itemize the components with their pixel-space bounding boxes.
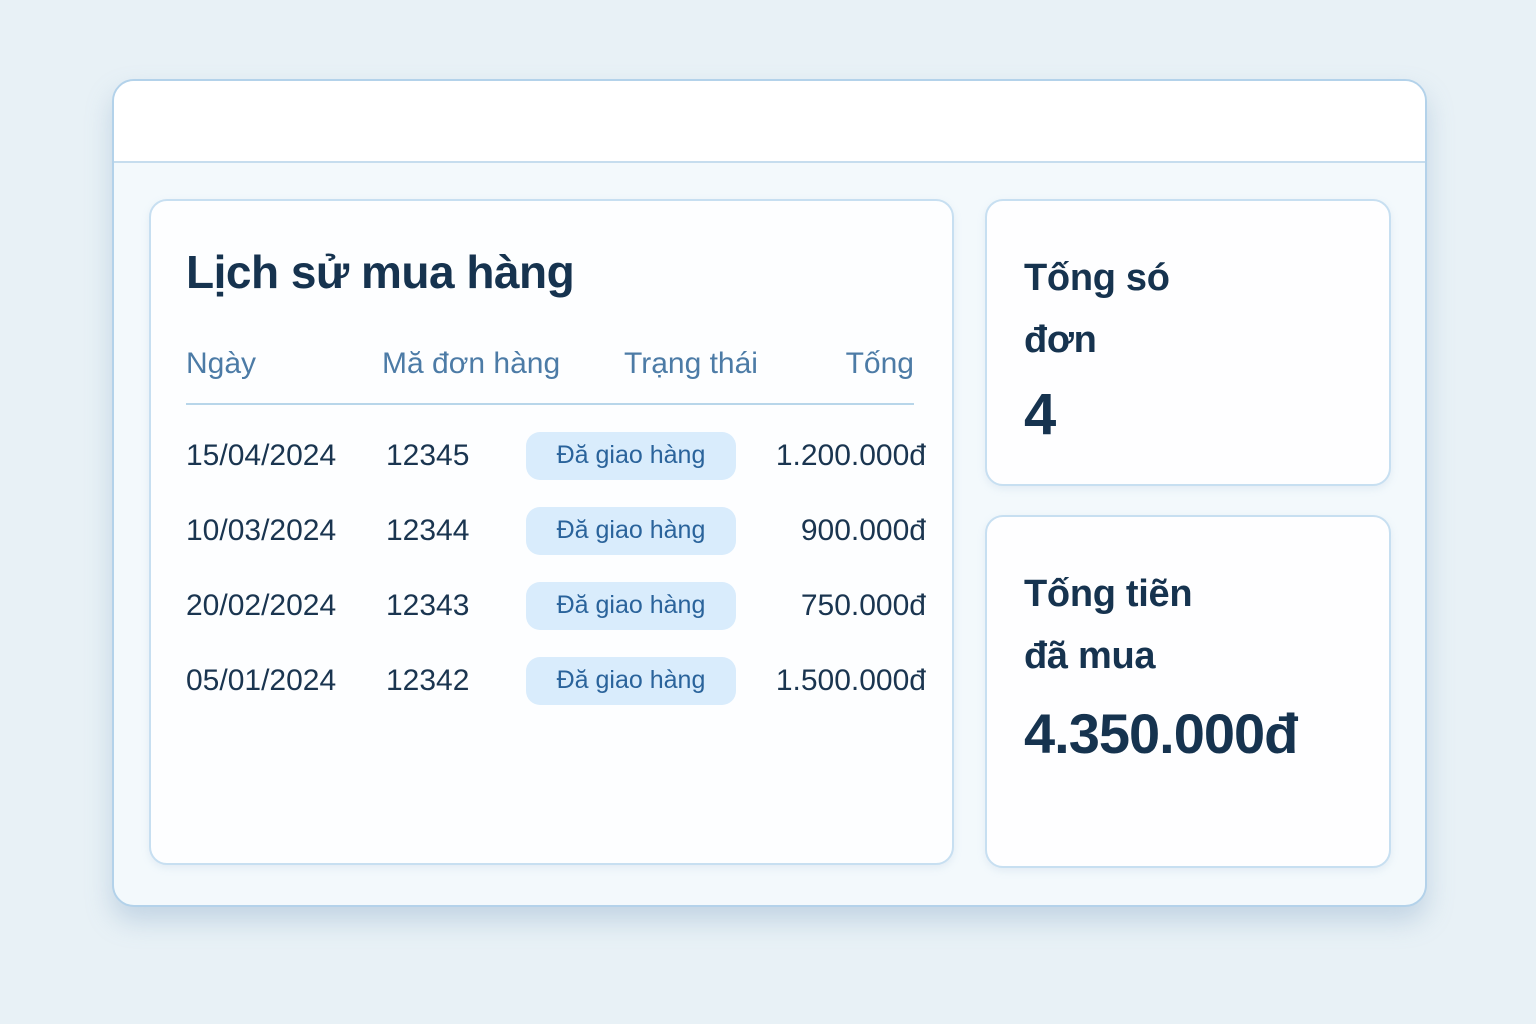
status-badge: Đă giao hàng [526,431,736,480]
status-badge: Đă giao hàng [526,656,736,705]
column-header-order-id: Mă đơn hàng [382,347,561,380]
order-date: 20/02/2024 [186,588,337,622]
order-total: 1.200.000đ [775,438,926,472]
order-date: 05/01/2024 [186,663,337,697]
total-orders-label-line2: đơn [1024,319,1097,361]
status-badge: Đă giao hàng [526,506,736,555]
total-spent-card: Tống tiẽn đã mua 4.350.000đ [985,515,1391,868]
table-row: 15/04/2024 12345 Đă giao hàng 1.200.000đ [186,418,926,493]
table-row: 05/01/2024 12342 Đă giao hàng 1.500.000đ [186,643,926,718]
column-header-total: Tống [845,347,914,380]
order-id: 12345 [386,438,470,472]
table-row: 10/03/2024 12344 Đă giao hàng 900.000đ [186,493,926,568]
table-header-row: Ngày Mă đơn hàng Trạng thái Tống [186,347,926,381]
order-total: 750.000đ [800,588,926,622]
order-total: 900.000đ [800,513,926,547]
order-id: 12342 [386,663,470,697]
status-badge: Đă giao hàng [526,581,736,630]
total-spent-label-line2: đã mua [1024,635,1156,677]
window-content: Lịch sử mua hàng Ngày Mă đơn hàng Trạng … [114,165,1425,905]
total-orders-value: 4 [1024,382,1056,447]
total-spent-label-line1: Tống tiẽn [1024,573,1193,615]
order-date: 10/03/2024 [186,513,337,547]
total-spent-label: Tống tiẽn đã mua [1024,563,1359,687]
total-orders-label: Tống só đơn [1024,247,1359,371]
purchase-history-card: Lịch sử mua hàng Ngày Mă đơn hàng Trạng … [149,199,954,865]
table-row: 20/02/2024 12343 Đă giao hàng 750.000đ [186,568,926,643]
column-header-date: Ngày [186,347,257,380]
total-spent-value: 4.350.000đ [1024,702,1298,765]
table-body: 15/04/2024 12345 Đă giao hàng 1.200.000đ… [186,405,926,718]
order-id: 12343 [386,588,470,622]
order-total: 1.500.000đ [775,663,926,697]
total-orders-label-line1: Tống só [1024,257,1170,299]
window-titlebar [114,81,1425,163]
column-header-status: Trạng thái [624,347,758,380]
purchase-history-title: Lịch sử mua hàng [186,246,575,298]
total-orders-card: Tống só đơn 4 [985,199,1391,486]
table-header-divider [186,403,914,405]
app-window: Lịch sử mua hàng Ngày Mă đơn hàng Trạng … [112,79,1427,907]
order-id: 12344 [386,513,470,547]
order-date: 15/04/2024 [186,438,337,472]
